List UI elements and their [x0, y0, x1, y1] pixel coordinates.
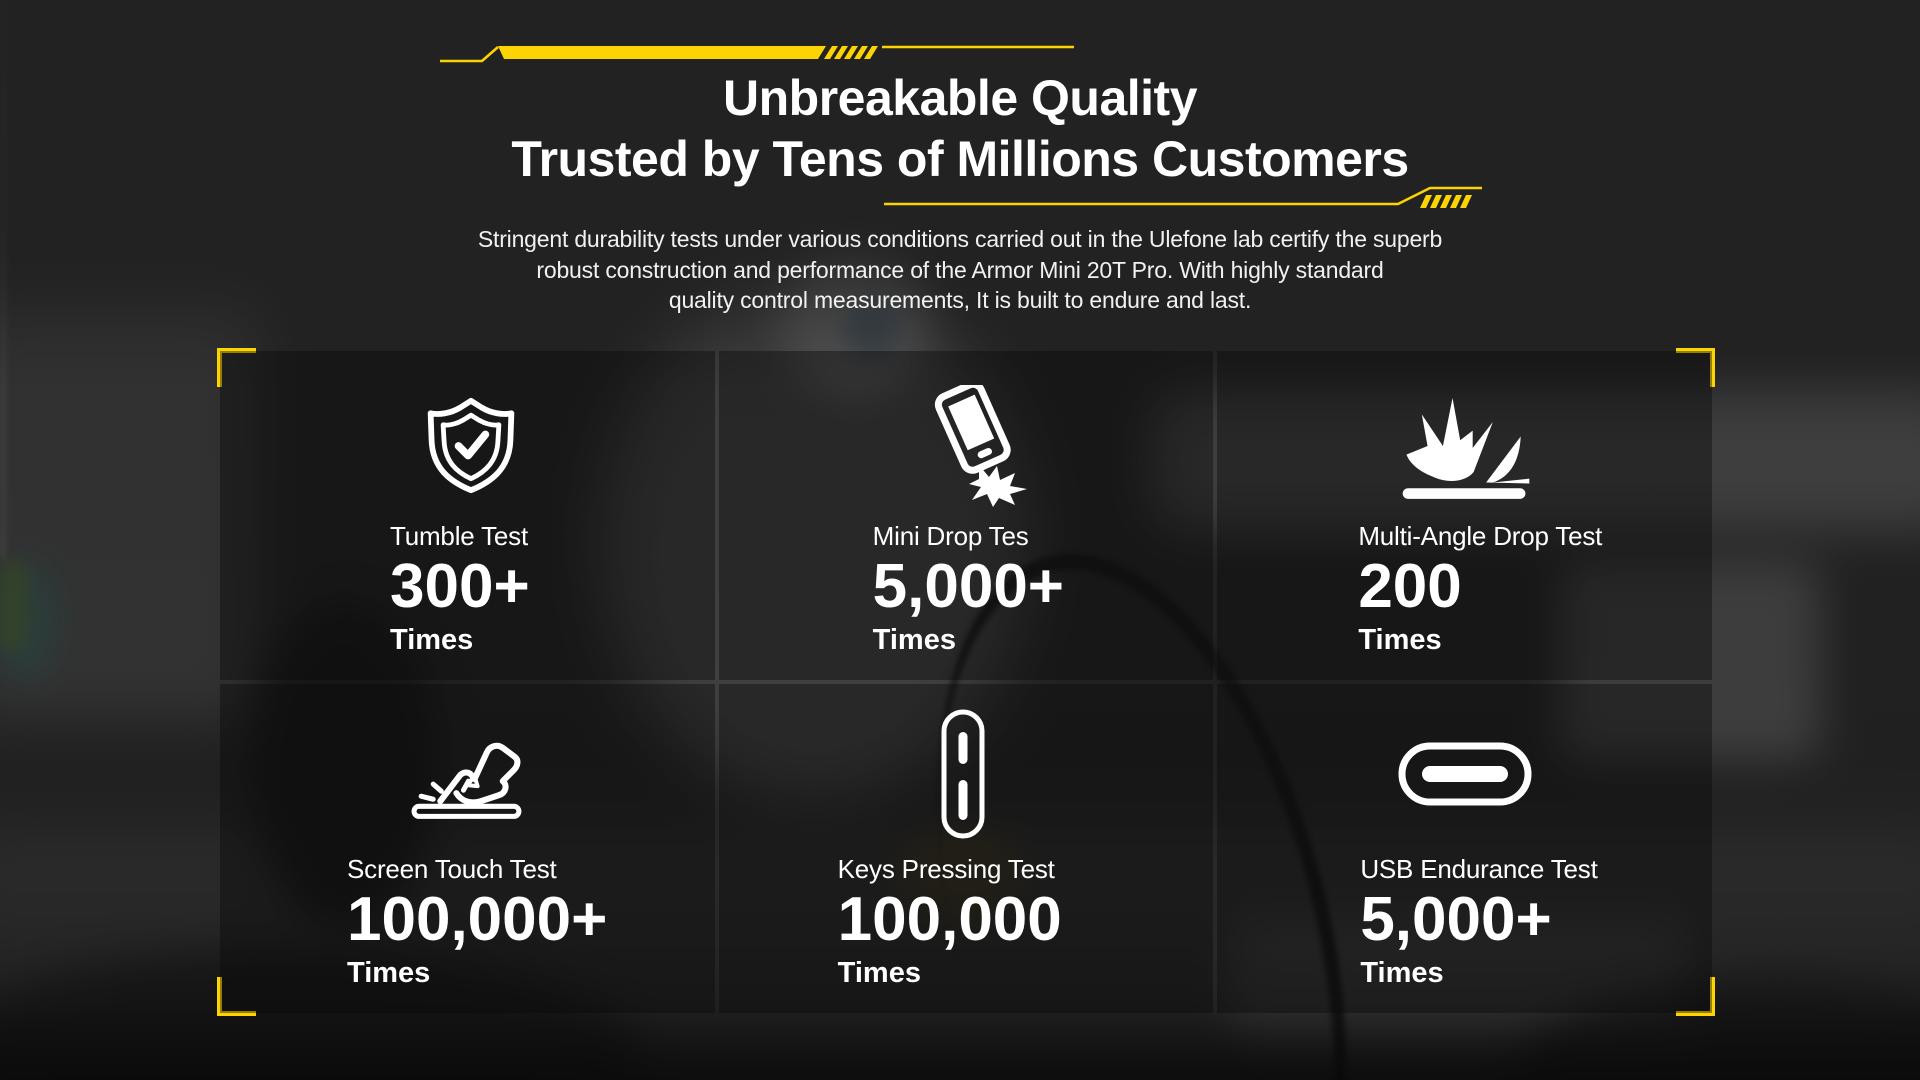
corner-bracket-bottom-right [1676, 977, 1715, 1016]
test-name: Screen Touch Test [347, 854, 557, 884]
test-unit: Times [347, 957, 431, 989]
test-card: Keys Pressing Test 100,000 Times [718, 684, 1214, 1013]
test-grid: Tumble Test 300+ Times Mini Drop Tes [217, 348, 1715, 1016]
test-card: Screen Touch Test 100,000+ Times [220, 684, 715, 1013]
corner-bracket-bottom-left [217, 977, 256, 1016]
test-count: 100,000+ [347, 885, 608, 954]
section-title: Unbreakable Quality Trusted by Tens of M… [0, 68, 1920, 190]
test-name: Keys Pressing Test [837, 854, 1055, 884]
corner-bracket-top-left [217, 348, 256, 387]
test-card: USB Endurance Test 5,000+ Times [1217, 684, 1712, 1013]
title-line-2: Trusted by Tens of Millions Customers [511, 131, 1409, 187]
usb-port-icon [1397, 742, 1533, 811]
subtitle-line-2: robust construction and performance of t… [536, 256, 1384, 283]
side-keys-icon [939, 708, 987, 845]
corner-bracket-top-right [1676, 348, 1715, 387]
top-accent-line [440, 45, 1074, 63]
test-name: USB Endurance Test [1360, 854, 1598, 884]
test-unit: Times [1358, 624, 1442, 656]
test-name: Mini Drop Tes [872, 521, 1029, 551]
test-card: Tumble Test 300+ Times [220, 351, 715, 680]
test-unit: Times [837, 957, 921, 989]
shield-check-icon [418, 395, 524, 500]
test-count: 5,000+ [1360, 885, 1552, 954]
test-unit: Times [390, 624, 474, 656]
phone-drop-icon [921, 380, 1033, 514]
test-unit: Times [872, 624, 956, 656]
test-count: 200 [1358, 552, 1462, 621]
test-card: Multi-Angle Drop Test 200 Times [1217, 351, 1712, 680]
test-name: Multi-Angle Drop Test [1358, 521, 1603, 551]
test-count: 100,000 [837, 885, 1062, 954]
test-unit: Times [1360, 957, 1444, 989]
test-card: Mini Drop Tes 5,000+ Times [718, 351, 1214, 680]
subtitle-line-3: quality control measurements, It is buil… [668, 287, 1252, 313]
test-count: 5,000+ [872, 552, 1065, 621]
title-line-1: Unbreakable Quality [723, 70, 1198, 126]
title-underline-accent [884, 186, 1482, 208]
impact-burst-icon [1393, 391, 1537, 508]
test-name: Tumble Test [390, 521, 528, 551]
section-subtitle: Stringent durability tests under various… [0, 224, 1920, 316]
test-count: 300+ [390, 552, 530, 621]
subtitle-line-1: Stringent durability tests under various… [477, 226, 1443, 252]
touch-finger-icon [406, 712, 532, 829]
